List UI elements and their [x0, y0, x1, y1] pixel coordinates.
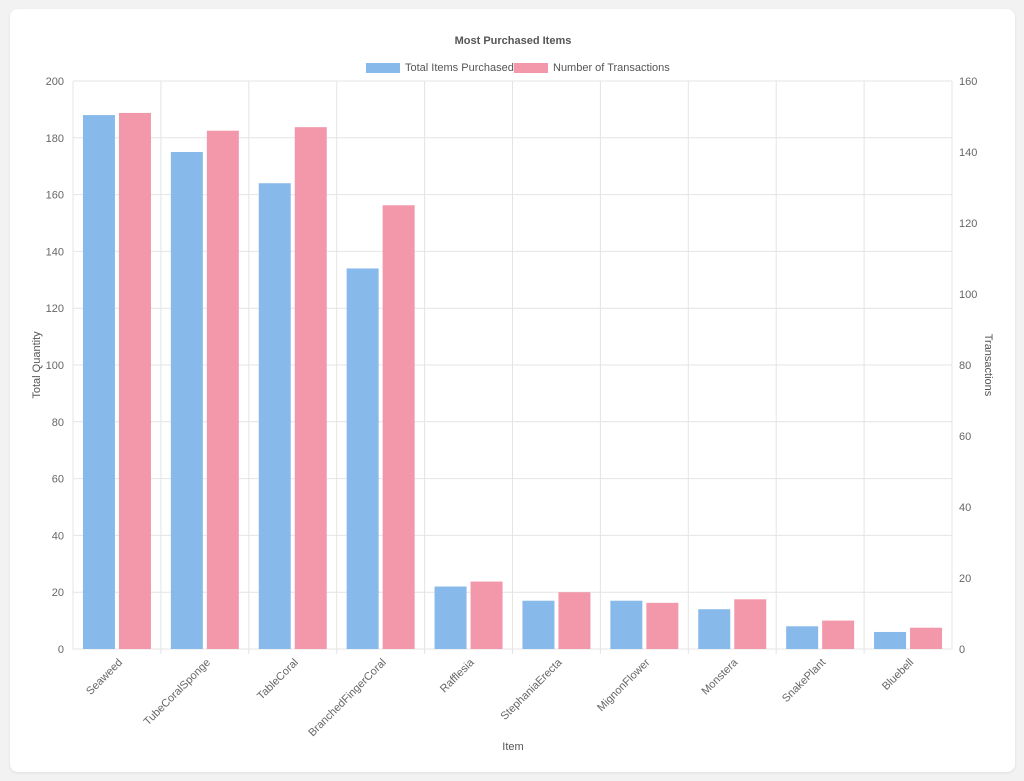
- legend-swatch-total-items: [366, 63, 400, 73]
- bar-chart: Most Purchased Items Total Items Purchas…: [31, 35, 994, 753]
- x-tick-label: Rafflesia: [438, 656, 477, 695]
- x-tick-label: BranchedFingerCoral: [306, 657, 388, 739]
- x-tick-label: TableCoral: [255, 657, 301, 703]
- bar-transactions[interactable]: [294, 127, 327, 649]
- bar-transactions[interactable]: [646, 602, 679, 649]
- bar-transactions[interactable]: [382, 205, 415, 649]
- y-tick-label: 200: [46, 76, 64, 88]
- y-tick-label: 80: [52, 417, 64, 429]
- bar-total-items[interactable]: [874, 631, 907, 649]
- y-tick-label: 120: [46, 303, 64, 315]
- x-tick-label: Bluebell: [880, 657, 916, 693]
- y-axis-right-ticks: 0 20 40 60 80 100 120 140 160: [959, 76, 977, 656]
- x-tick-label: SnakePlant: [780, 657, 828, 705]
- y-tick-label: 180: [46, 133, 64, 145]
- y-axis-left-ticks: 0 20 40 60 80 100 120 140 160 180 200: [46, 76, 64, 656]
- bar-total-items[interactable]: [786, 626, 819, 649]
- bars: [82, 112, 943, 650]
- x-tick-label: Seaweed: [84, 657, 125, 698]
- y2-tick-label: 120: [959, 218, 977, 230]
- bar-total-items[interactable]: [170, 152, 203, 649]
- bar-transactions[interactable]: [558, 592, 591, 649]
- y-tick-label: 140: [46, 246, 64, 258]
- y2-tick-label: 20: [959, 573, 971, 585]
- legend-label-total-items[interactable]: Total Items Purchased: [405, 62, 514, 74]
- y-tick-label: 0: [58, 644, 64, 656]
- bar-total-items[interactable]: [82, 115, 115, 649]
- y2-tick-label: 140: [959, 147, 977, 159]
- x-tick-label: Monstera: [699, 656, 741, 698]
- chart-card: Most Purchased Items Total Items Purchas…: [10, 9, 1015, 772]
- bar-total-items[interactable]: [434, 586, 467, 649]
- bar-transactions[interactable]: [118, 112, 151, 649]
- chart-title: Most Purchased Items: [455, 35, 572, 47]
- bar-transactions[interactable]: [910, 627, 943, 649]
- bar-transactions[interactable]: [822, 620, 855, 649]
- y-axis-left-title: Total Quantity: [31, 331, 43, 399]
- y2-tick-label: 40: [959, 502, 971, 514]
- x-tick-label: StephaniaErecta: [499, 656, 566, 723]
- y2-tick-label: 60: [959, 431, 971, 443]
- y-tick-label: 100: [46, 360, 64, 372]
- y2-tick-label: 160: [959, 76, 977, 88]
- legend-swatch-transactions: [514, 63, 548, 73]
- bar-total-items[interactable]: [346, 268, 379, 649]
- bar-transactions[interactable]: [734, 599, 767, 649]
- bar-total-items[interactable]: [522, 600, 555, 649]
- x-axis-ticks: Seaweed TubeCoralSponge TableCoral Branched…: [84, 656, 916, 739]
- bar-total-items[interactable]: [258, 183, 291, 650]
- y-tick-label: 60: [52, 474, 64, 486]
- y-tick-label: 40: [52, 530, 64, 542]
- bar-total-items[interactable]: [610, 600, 643, 649]
- y-tick-label: 20: [52, 587, 64, 599]
- legend-label-transactions[interactable]: Number of Transactions: [553, 62, 670, 74]
- legend: Total Items Purchased Number of Transact…: [366, 62, 670, 74]
- y-axis-right-title: Transactions: [982, 334, 994, 397]
- y2-tick-label: 80: [959, 360, 971, 372]
- y2-tick-label: 0: [959, 644, 965, 656]
- bar-transactions[interactable]: [206, 130, 239, 649]
- y-tick-label: 160: [46, 190, 64, 202]
- bar-total-items[interactable]: [698, 609, 731, 649]
- bar-transactions[interactable]: [470, 581, 503, 649]
- x-tick-label: TubeCoralSponge: [142, 657, 213, 728]
- x-axis-title: Item: [502, 741, 523, 753]
- grid: [72, 80, 953, 654]
- y2-tick-label: 100: [959, 289, 977, 301]
- x-tick-label: MignonFlower: [595, 656, 653, 714]
